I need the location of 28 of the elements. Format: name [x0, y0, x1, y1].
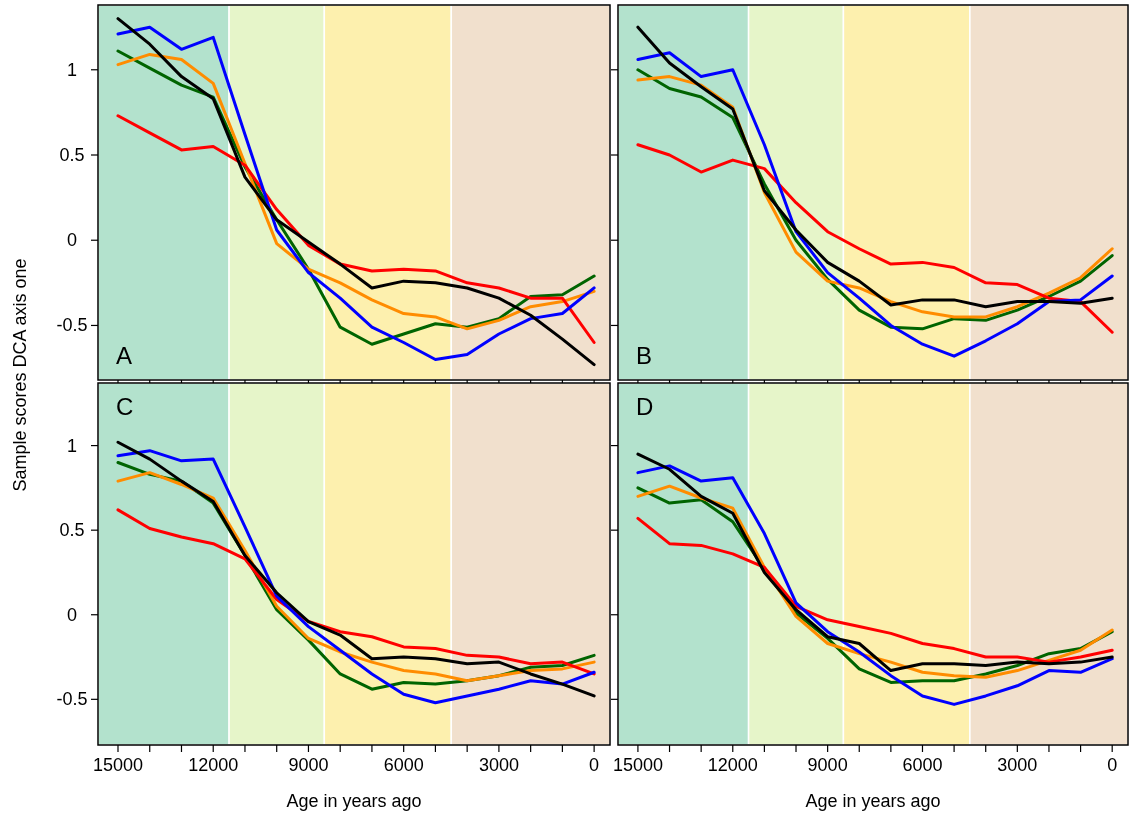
x-tick-label: 12000 [707, 755, 758, 775]
text: A [116, 342, 133, 369]
chart-title: C [116, 393, 134, 420]
x-tick-label: 0 [1107, 755, 1118, 775]
y-axis-title: Sample scores DCA axis one [10, 258, 30, 492]
y-tick-label: 0.5 [59, 145, 85, 165]
x-tick-label: 0 [589, 755, 600, 775]
text: B [636, 342, 653, 369]
x-tick-label: 9000 [807, 755, 848, 775]
line-series [116, 114, 596, 344]
y-tick-label: -0.5 [56, 689, 88, 710]
x-tick-label: 3000 [997, 755, 1038, 775]
y-tick-label: -0.5 [56, 315, 88, 336]
y-tick-label: 0 [66, 604, 78, 625]
x-tick-label: 12000 [188, 755, 239, 775]
chart-title: D [636, 393, 654, 420]
x-tick-label: 15000 [612, 755, 663, 775]
x-axis-title: Age in years ago [286, 791, 422, 811]
x-tick-label: 6000 [383, 755, 424, 775]
x-tick-label: 3000 [478, 755, 519, 775]
y-tick-label: 0.5 [59, 520, 85, 541]
x-tick-label: 15000 [92, 755, 144, 775]
y-tick-label: 1 [66, 435, 78, 456]
y-tick-label: 0 [66, 230, 78, 251]
x-tick-label: 6000 [902, 755, 943, 775]
y-tick-label: 1 [66, 59, 78, 80]
x-tick-label: 9000 [288, 755, 329, 775]
x-axis-title: Age in years ago [805, 791, 941, 811]
